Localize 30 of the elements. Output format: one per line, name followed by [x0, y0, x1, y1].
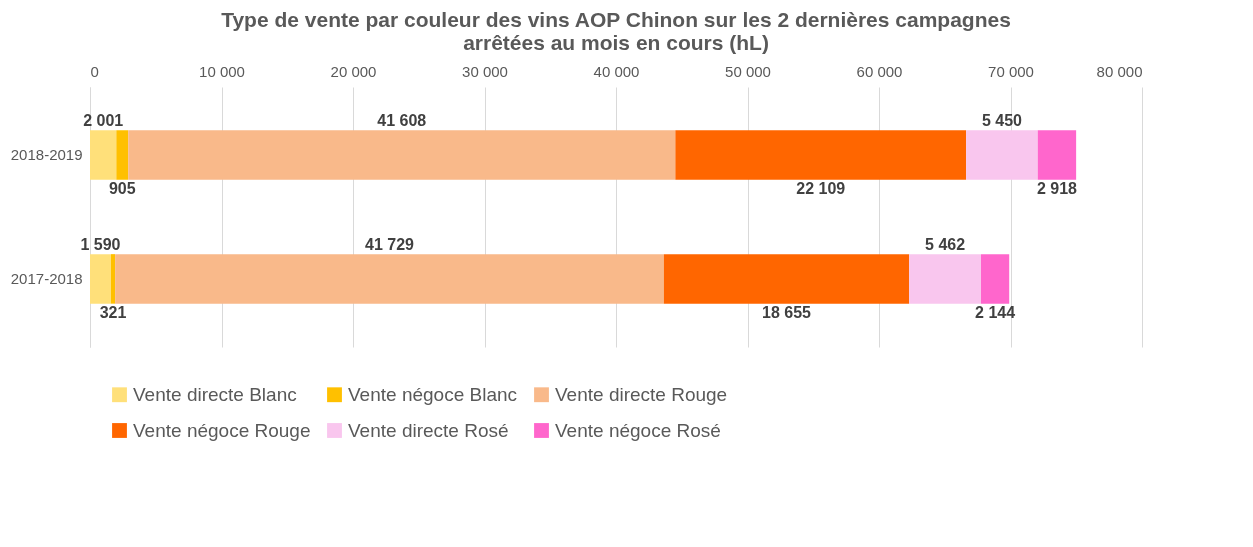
legend-label: Vente négoce Rosé	[555, 419, 721, 441]
data-label: 22 109	[796, 180, 846, 198]
x-tick-label: 80 000	[1096, 62, 1143, 80]
data-label: 5 450	[981, 112, 1023, 130]
legend-label: Vente directe Blanc	[133, 383, 297, 405]
y-tick-label: 2018-2019	[10, 146, 83, 164]
legend-label: Vente négoce Rouge	[133, 419, 311, 441]
data-label: 41 608	[377, 112, 427, 130]
data-label: 18 655	[762, 303, 812, 321]
x-tick-label: 30 000	[462, 62, 508, 80]
legend-label: Vente directe Rosé	[348, 419, 509, 441]
data-label: 1 590	[80, 235, 121, 253]
x-tick-label: 40 000	[593, 62, 640, 80]
x-tick-label: 60 000	[856, 62, 903, 80]
data-label: 2 001	[83, 112, 124, 130]
x-tick-label: 0	[90, 62, 99, 80]
data-label: 5 462	[925, 235, 966, 253]
data-label: 2 144	[975, 303, 1016, 321]
x-tick-label: 70 000	[988, 62, 1034, 80]
data-label: 905	[108, 180, 136, 198]
data-label: 2 918	[1036, 180, 1078, 198]
data-label: 321	[99, 303, 127, 321]
x-tick-label: 20 000	[330, 62, 377, 80]
data-label: 41 729	[365, 235, 415, 253]
chart-title: Type de vente par couleur des vins AOP Chinon sur les 2 dernières campagnes arrêtées au mois en cours (hL)	[221, 8, 1011, 54]
x-tick-label: 50 000	[725, 62, 771, 80]
legend-label: Vente directe Rouge	[555, 383, 728, 405]
legend-label: Vente négoce Blanc	[348, 383, 518, 405]
x-tick-label: 10 000	[199, 62, 245, 80]
y-tick-label: 2017-2018	[10, 269, 83, 287]
